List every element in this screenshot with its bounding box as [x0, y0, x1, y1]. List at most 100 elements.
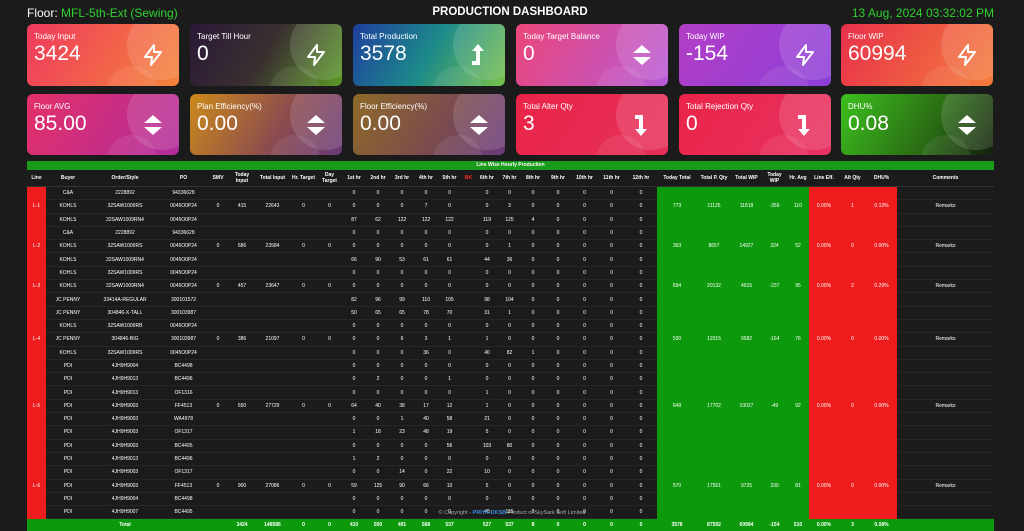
cell: 0 — [625, 439, 657, 453]
column-header: 12th hr — [625, 170, 657, 187]
cell — [657, 359, 697, 374]
cell — [255, 252, 290, 267]
column-header: Buyer — [46, 170, 90, 187]
cell — [461, 266, 476, 281]
column-header: Hr. Avg — [787, 170, 809, 187]
cell — [229, 372, 255, 387]
cell: BC4496 — [160, 452, 207, 467]
cell: 103 — [476, 439, 498, 453]
cell: 0 — [598, 479, 625, 493]
cell — [207, 439, 229, 453]
cell: PDI — [46, 479, 90, 493]
cell — [317, 319, 342, 334]
icon — [793, 43, 817, 67]
cell: 0 — [498, 479, 521, 493]
cell — [897, 346, 994, 360]
cell — [27, 505, 46, 520]
cell: 0 — [438, 359, 461, 374]
cell — [809, 465, 839, 480]
total-cell: 3424 — [229, 518, 255, 531]
cell: 0045O0P24 — [160, 199, 207, 214]
cell — [866, 266, 897, 281]
cell: 686 — [229, 239, 255, 254]
cell — [317, 213, 342, 227]
cell — [809, 452, 839, 467]
card: Floor AVG 85.00 — [27, 94, 179, 155]
cell — [229, 292, 255, 307]
cell: 0 — [290, 279, 317, 294]
cell: 0.00% — [866, 399, 897, 414]
cell: 300101572 — [160, 292, 207, 307]
cell: 0 — [366, 186, 390, 201]
cell — [317, 306, 342, 320]
icon — [630, 113, 654, 137]
cell: 122 — [438, 213, 461, 227]
cell: 0 — [476, 372, 498, 387]
cell: 0 — [476, 199, 498, 214]
cell — [897, 306, 994, 320]
cell — [657, 319, 697, 334]
column-header: PO — [160, 170, 207, 187]
card-label: Floor Efficiency(%) — [360, 102, 427, 111]
cell: 0045O0P24 — [160, 239, 207, 254]
cell: 21 — [476, 412, 498, 427]
cell: 0 — [598, 372, 625, 387]
total-cell: 0.08% — [866, 518, 897, 531]
cell — [229, 186, 255, 201]
cell — [461, 239, 476, 254]
table-row: KOHLS 32SAW1009RN4 0045O0P24 66 90 53 61 61 44 36… — [27, 252, 994, 267]
cell: 0 — [598, 412, 625, 427]
card-value: 3424 — [34, 42, 81, 65]
cell — [229, 306, 255, 320]
cell: 0 — [598, 213, 625, 227]
card: Floor WIP 60994 — [841, 24, 993, 86]
cell — [697, 226, 731, 241]
cell — [697, 412, 731, 427]
cell: 0 — [625, 425, 657, 440]
cell — [731, 385, 762, 400]
cell: 304846-X-TALL — [90, 306, 160, 320]
cell: PDI — [46, 465, 90, 480]
cell — [866, 452, 897, 467]
cell: 0.00% — [809, 332, 839, 347]
cell: 0 — [390, 385, 414, 400]
cell: 1 — [390, 412, 414, 427]
cell: 0 — [207, 279, 229, 294]
cell: 98 — [476, 292, 498, 307]
cell: 0 — [545, 372, 571, 387]
cell: 56 — [438, 439, 461, 453]
cell — [866, 439, 897, 453]
cell: 8657 — [697, 239, 731, 254]
cell: 0 — [545, 266, 571, 281]
cell: L-1 — [27, 199, 46, 214]
cell: 0 — [545, 346, 571, 360]
cell — [290, 359, 317, 374]
cell — [207, 266, 229, 281]
column-header: 3rd hr — [390, 170, 414, 187]
cell: 0 — [545, 359, 571, 374]
cell — [809, 266, 839, 281]
cell: 2 — [839, 279, 866, 294]
cell — [207, 372, 229, 387]
cell: 0 — [545, 439, 571, 453]
cell: 0 — [438, 492, 461, 507]
cell: 0 — [414, 465, 438, 480]
cell: 0 — [476, 492, 498, 507]
cell — [461, 425, 476, 440]
cell: 0 — [414, 359, 438, 374]
cell: 4JH9H9003 — [90, 412, 160, 427]
cell: 0 — [625, 492, 657, 507]
cell: 4JH9H9003 — [90, 465, 160, 480]
cell: 0.00% — [809, 399, 839, 414]
cell: 0045O0P24 — [160, 346, 207, 360]
cell — [290, 213, 317, 227]
cell: 0045O0P24 — [160, 319, 207, 334]
column-header: Alt Qty — [839, 170, 866, 187]
cell — [762, 465, 787, 480]
cell: 52 — [787, 239, 809, 254]
cell: FF4513 — [160, 399, 207, 414]
column-header: Order/Style — [90, 170, 160, 187]
cell: 38 — [390, 399, 414, 414]
table-row: PDI 4JH9H9013 OF1316 0 0 0 0 0 1 0 0 0 0 0 0 — [27, 385, 994, 400]
cell: 0 — [366, 412, 390, 427]
